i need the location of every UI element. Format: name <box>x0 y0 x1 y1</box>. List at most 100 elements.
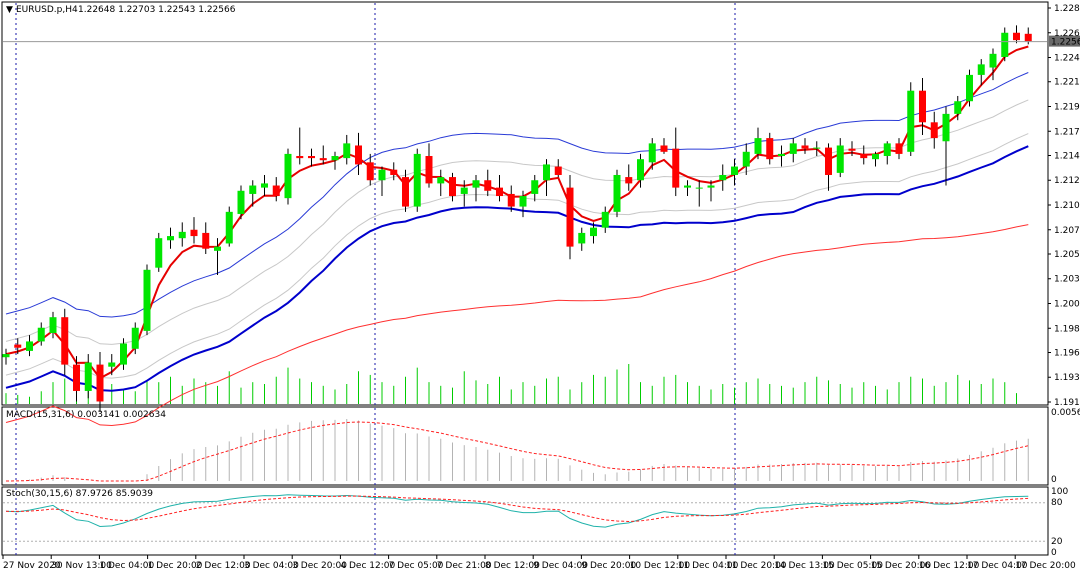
candle-body <box>84 362 92 391</box>
time-tick-label: 16 Dec 12:00 <box>919 561 980 571</box>
time-tick-label: 17 Dec 04:00 <box>967 561 1028 571</box>
mid-moving-average-line <box>5 145 1029 392</box>
price-tick-label: 1.19615 <box>1054 348 1080 358</box>
time-tick-label: 11 Dec 20:00 <box>726 561 787 571</box>
time-tick-label: 9 Dec 04:00 <box>533 561 588 571</box>
candle-body <box>989 53 997 68</box>
candle-body <box>637 159 644 181</box>
candle-body <box>190 229 198 237</box>
price-tick-label: 1.21015 <box>1054 201 1080 211</box>
candle-body <box>49 317 57 333</box>
candle-body <box>872 153 879 160</box>
candle-body <box>601 211 609 228</box>
price-tick-label: 1.19380 <box>1054 373 1080 383</box>
time-tick-label: 27 Nov 2020 <box>3 561 61 571</box>
candle-body <box>1024 33 1032 42</box>
candles <box>2 25 1032 413</box>
candle-body <box>660 145 668 152</box>
macd-pane[interactable] <box>1 406 1049 486</box>
time-tick-label: 14 Dec 13:00 <box>774 561 835 571</box>
price-tick-label: 1.21950 <box>1054 103 1080 113</box>
price-tick-label: 1.19145 <box>1054 398 1080 408</box>
candle-body <box>484 180 492 191</box>
candle-body <box>472 180 480 188</box>
candle-body <box>554 166 562 175</box>
candle-body <box>825 147 832 175</box>
candle-body <box>167 236 174 241</box>
candle-body <box>390 169 398 175</box>
candle-body <box>413 153 421 207</box>
candle-body <box>695 187 703 189</box>
candle-body <box>848 148 856 151</box>
candle-body <box>355 145 362 165</box>
time-tick-label: 1 Dec 20:00 <box>148 561 203 571</box>
candle-body <box>590 227 597 237</box>
current-price-tag <box>1049 35 1080 47</box>
price-axis: 1.22566 1.22885 1.22650 1.22415 1.22185 1.219… <box>3 4 1080 408</box>
candle-body <box>178 231 186 239</box>
candle-body <box>613 174 621 212</box>
upper-band-line <box>5 72 1029 318</box>
candle-body <box>378 169 386 181</box>
candle-body <box>460 187 468 194</box>
candle-body <box>719 174 727 181</box>
candle-body <box>449 177 456 197</box>
candle-body <box>131 327 139 349</box>
volume-bars <box>5 364 1017 404</box>
current-price-value: 1.22566 <box>1051 38 1080 48</box>
fast-moving-average-line <box>5 45 1029 380</box>
time-tick-label: 15 Dec 20:00 <box>871 561 932 571</box>
candle-body <box>966 74 973 102</box>
price-tick-label: 1.22415 <box>1054 54 1080 64</box>
candle-body <box>96 364 104 402</box>
candle-body <box>2 354 10 358</box>
candle-body <box>308 156 315 159</box>
time-tick-label: 4 Dec 12:00 <box>340 561 395 571</box>
candle-body <box>754 138 762 154</box>
candle-body <box>331 156 339 161</box>
candle-body <box>942 113 950 142</box>
macd-label: MACD(15,31,6) 0.003141 0.002634 <box>6 410 166 420</box>
menu-arrow-icon[interactable]: ▼ <box>6 5 13 15</box>
candle-body <box>625 177 633 184</box>
price-tick-label: 1.21715 <box>1054 127 1080 137</box>
candle-body <box>566 187 574 247</box>
candle-body <box>672 148 680 188</box>
upper-light-line <box>5 99 1029 345</box>
price-tick-label: 1.22185 <box>1054 78 1080 88</box>
candle-body <box>61 317 69 365</box>
candle-body <box>425 156 433 184</box>
period-separators <box>15 3 736 556</box>
stoch-main-line <box>5 494 1029 528</box>
candle-body <box>319 158 327 161</box>
candle-body <box>930 122 938 139</box>
macd-signal-line <box>5 421 1029 482</box>
candle-body <box>143 269 151 331</box>
stoch-label: Stoch(30,15,6) 87.9726 85.9039 <box>6 489 153 499</box>
candle-body <box>578 232 586 244</box>
price-tick-label: 1.20315 <box>1054 275 1080 285</box>
candle-body <box>789 143 797 154</box>
time-tick-label: 3 Dec 20:00 <box>292 561 347 571</box>
candle-body <box>437 177 445 184</box>
candle-body <box>977 64 985 75</box>
candle-body <box>519 196 527 207</box>
stoch-pane[interactable] <box>1 486 1049 556</box>
candle-body <box>801 145 809 149</box>
time-tick-label: 10 Dec 12:00 <box>630 561 691 571</box>
time-tick-label: 7 Dec 05:00 <box>389 561 444 571</box>
candle-body <box>1001 32 1009 57</box>
stoch-level-100: 100 <box>1051 487 1068 497</box>
moving-average-lines <box>5 45 1029 427</box>
candle-body <box>883 143 891 157</box>
candle-body <box>919 90 926 123</box>
macd-scale-bottom: 0 <box>1051 475 1057 485</box>
candle-body <box>742 151 750 167</box>
macd-indicator <box>5 419 1029 482</box>
price-tick-label: 1.20780 <box>1054 226 1080 236</box>
candle-body <box>120 343 127 365</box>
price-tick-label: 1.20550 <box>1054 250 1080 260</box>
time-tick-label: 30 Nov 13:00 <box>51 561 112 571</box>
